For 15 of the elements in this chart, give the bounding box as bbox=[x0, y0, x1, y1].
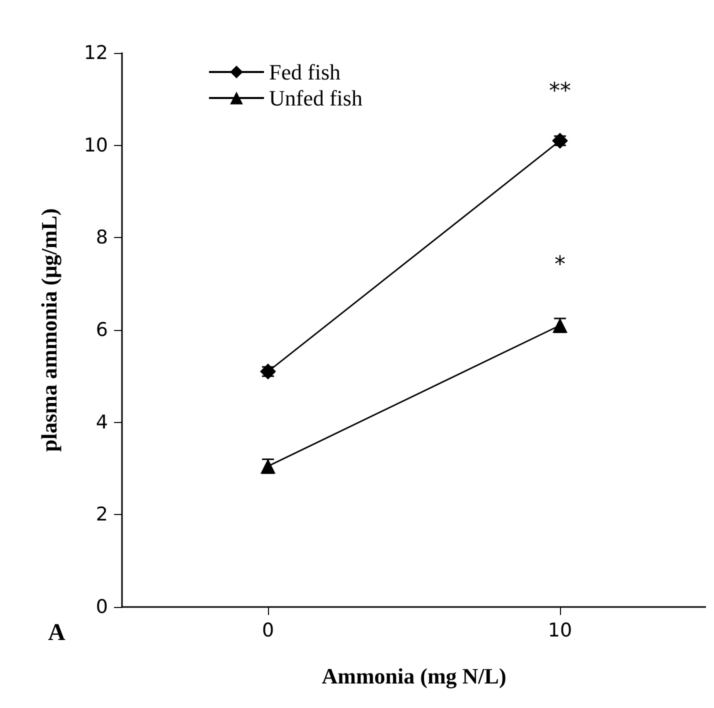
y-axis-title: plasma ammonia (μg/mL) bbox=[36, 208, 62, 452]
y-tick-label: 2 bbox=[96, 504, 108, 526]
legend-label: Unfed fish bbox=[269, 86, 362, 110]
data-label: ** bbox=[549, 79, 571, 104]
x-axis-title: Ammonia (mg N/L) bbox=[322, 664, 506, 688]
y-tick-label: 0 bbox=[96, 596, 108, 618]
y-tick-label: 6 bbox=[96, 319, 108, 341]
legend-label: Fed fish bbox=[269, 60, 340, 84]
y-tick-label: 12 bbox=[84, 42, 108, 64]
y-tick-label: 8 bbox=[96, 226, 108, 249]
text: A bbox=[48, 620, 66, 646]
data-label: * bbox=[554, 252, 566, 278]
point bbox=[260, 364, 276, 380]
y-tick-label: 4 bbox=[96, 411, 108, 434]
y-tick-label: 10 bbox=[84, 134, 108, 156]
